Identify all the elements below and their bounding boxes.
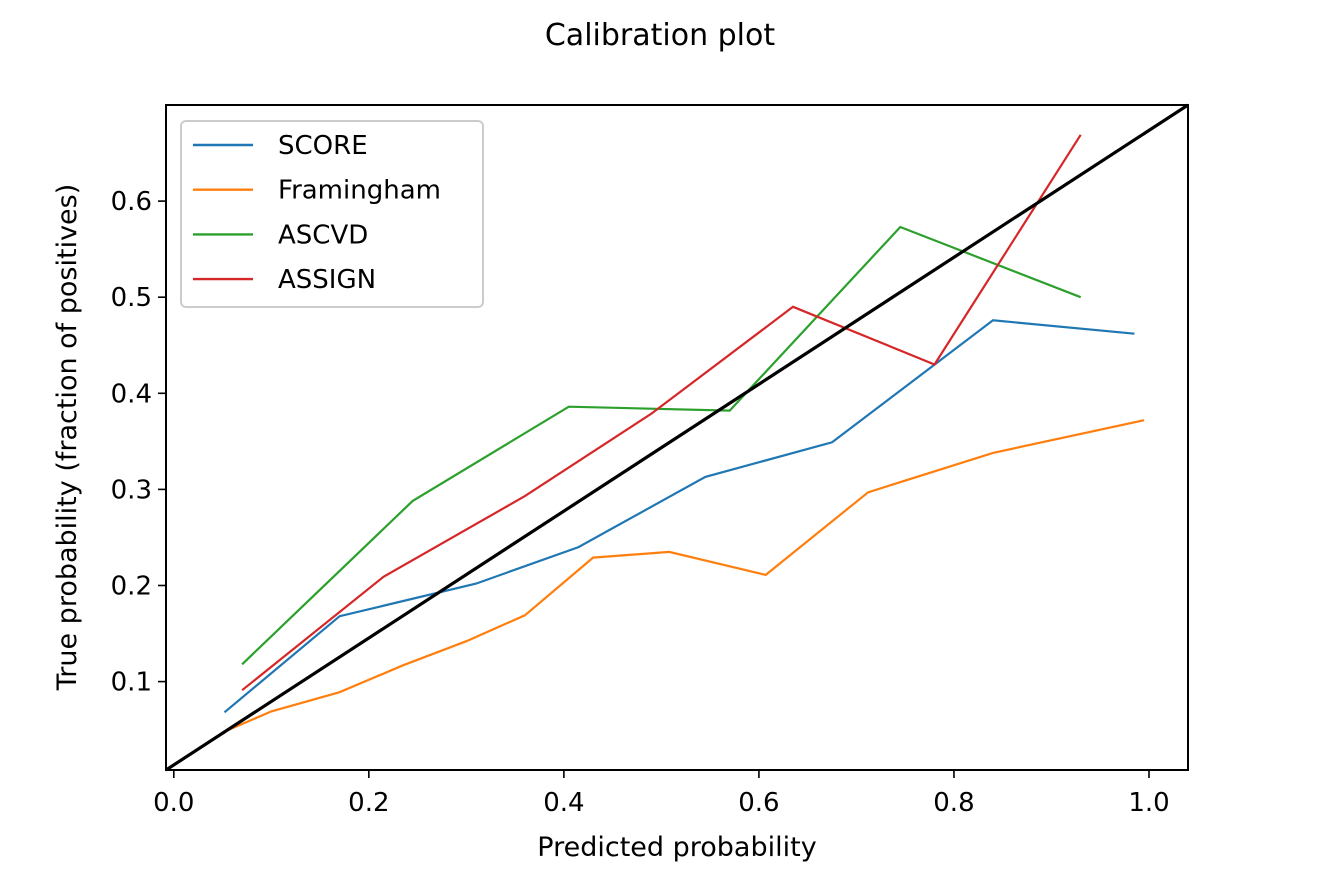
x-axis-label: Predicted probability xyxy=(537,832,816,863)
y-tick-label: 0.4 xyxy=(111,379,152,409)
series-line-framingham xyxy=(224,419,1145,733)
legend-label-score: SCORE xyxy=(278,131,368,161)
x-axis: 0.0 0.2 0.4 0.6 0.8 1.0 xyxy=(153,770,1170,818)
x-tick-label: 0.6 xyxy=(738,788,779,818)
x-tick-label: 0.2 xyxy=(348,788,389,818)
series-line-score xyxy=(223,319,1135,714)
legend-label-assign: ASSIGN xyxy=(278,265,376,295)
chart-title: Calibration plot xyxy=(545,18,775,53)
series-layer xyxy=(165,103,1189,772)
legend: SCORE Framingham ASCVD ASSIGN xyxy=(180,120,484,308)
y-axis-label: True probability (fraction of positives) xyxy=(52,184,83,692)
reference-diagonal-line xyxy=(165,103,1189,772)
series-line-assign xyxy=(241,134,1082,692)
x-tick-label: 0.4 xyxy=(543,788,584,818)
y-tick-label: 0.3 xyxy=(111,475,152,505)
plot-border xyxy=(165,104,1189,771)
y-axis: 0.1 0.2 0.3 0.4 0.5 0.6 xyxy=(111,187,166,698)
x-tick-label: 1.0 xyxy=(1128,788,1169,818)
legend-box xyxy=(180,120,484,308)
y-tick-label: 0.6 xyxy=(111,187,152,217)
series-line-ascvd xyxy=(241,225,1082,666)
y-tick-label: 0.1 xyxy=(111,668,152,698)
x-tick-label: 0.8 xyxy=(933,788,974,818)
x-tick-label: 0.0 xyxy=(153,788,194,818)
legend-label-framingham: Framingham xyxy=(278,176,441,206)
legend-label-ascvd: ASCVD xyxy=(278,220,368,250)
y-tick-label: 0.5 xyxy=(111,283,152,313)
y-tick-label: 0.2 xyxy=(111,571,152,601)
